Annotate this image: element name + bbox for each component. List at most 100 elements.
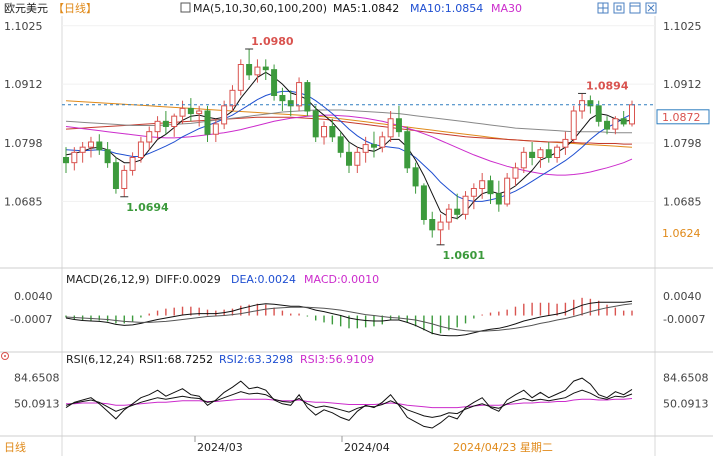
price-tick-label-left: 1.0798: [4, 137, 43, 150]
candle-up: [562, 138, 569, 148]
candle-up: [129, 157, 136, 171]
rsi-title[interactable]: RSI(6,12,24): [66, 353, 134, 366]
candle-down: [404, 131, 411, 169]
low-annotation: 1.0694: [126, 201, 169, 214]
cursor-date-label: 2024/04/23 星期二: [453, 441, 553, 454]
ma30-value: MA30: [491, 2, 522, 15]
candle-down: [412, 167, 419, 187]
candle-down: [604, 120, 611, 130]
candle-up: [321, 126, 328, 138]
candle-up: [146, 131, 153, 143]
footer-period[interactable]: 日线: [4, 440, 26, 454]
rsi2-line: [65, 389, 633, 418]
macd-tick-label-left: -0.0007: [10, 313, 52, 326]
rsi-tick-label: 84.6508: [663, 372, 709, 385]
candle-down: [429, 219, 436, 231]
candle-up: [137, 141, 144, 158]
rsi2-value: RSI2:63.3298: [219, 353, 293, 366]
candle-down: [63, 157, 69, 164]
candle-down: [271, 69, 278, 96]
close-icon[interactable]: [645, 2, 657, 14]
candle-up: [470, 188, 477, 197]
rsi-tick-label-left: 84.6508: [14, 372, 60, 385]
header-bar: [0, 0, 713, 16]
ma5-value: MA5:1.0842: [333, 2, 399, 15]
candle-up: [254, 66, 261, 76]
price-tick-label: 1.0685: [663, 195, 702, 208]
date-label: 2024/04: [344, 441, 390, 454]
macd-hist-value: MACD:0.0010: [304, 273, 379, 286]
candle-down: [620, 118, 627, 125]
ma-settings-label[interactable]: MA(5,10,30,60,100,200): [193, 2, 327, 15]
high-annotation: 1.0980: [251, 35, 294, 48]
candle-down: [262, 66, 269, 71]
candle-down: [112, 162, 119, 190]
symbol-title: 欧元美元: [4, 2, 48, 15]
candle-up: [512, 167, 519, 179]
candle-down: [312, 110, 319, 138]
candle-up: [570, 110, 577, 140]
current-price-label: 1.0872: [662, 111, 701, 124]
candle-up: [554, 146, 561, 159]
candle-down: [204, 110, 211, 135]
candle-up: [437, 221, 444, 231]
candle-down: [587, 100, 594, 107]
rsi1-value: RSI1:68.7252: [139, 353, 213, 366]
candle-up: [520, 151, 527, 169]
candle-up: [479, 180, 486, 189]
window-icon[interactable]: [629, 2, 641, 14]
candle-down: [304, 82, 311, 112]
candle-up: [354, 151, 361, 166]
low-annotation: 1.0601: [443, 249, 485, 262]
candle-down: [329, 126, 336, 138]
candle-down: [287, 100, 294, 107]
macd-title[interactable]: MACD(26,12,9): [66, 273, 150, 286]
candle-up: [387, 118, 394, 138]
candle-down: [246, 64, 253, 76]
candle-down: [162, 120, 169, 128]
rsi3-value: RSI3:56.9109: [300, 353, 374, 366]
candle-down: [346, 151, 352, 166]
candle-up: [537, 149, 544, 158]
candle-up: [171, 115, 178, 127]
grid: [62, 25, 655, 202]
rsi3-line: [66, 398, 633, 409]
candle-up: [196, 110, 203, 115]
macd-tick-label-left: 0.0040: [14, 290, 53, 303]
ma-toggle-icon[interactable]: [180, 2, 191, 13]
candle-up: [221, 105, 228, 125]
indicator-settings-icon[interactable]: [1, 352, 9, 360]
low-marker-label: 1.0624: [662, 227, 701, 240]
candle-up: [629, 104, 635, 125]
candle-up: [71, 151, 78, 164]
candle-down: [370, 144, 377, 148]
macd-dea-line: [65, 303, 633, 332]
candle-down: [545, 149, 552, 158]
candle-up: [179, 107, 186, 117]
candle-down: [279, 95, 286, 102]
candle-up: [121, 169, 128, 190]
candle-up: [237, 64, 244, 91]
maximize-icon[interactable]: [613, 2, 625, 14]
candle-up: [87, 141, 94, 148]
candle-down: [454, 208, 461, 215]
candle-down: [595, 105, 602, 122]
macd-tick-label: 0.0040: [663, 290, 702, 303]
macd-tick-label: -0.0007: [663, 313, 705, 326]
price-tick-label-left: 1.1025: [4, 20, 43, 33]
high-annotation: 1.0894: [586, 79, 629, 92]
rsi1-line: [65, 377, 633, 429]
rsi-tick-label-left: 50.0913: [14, 398, 60, 411]
candle-down: [187, 107, 194, 115]
date-label: 2024/03: [197, 441, 243, 454]
ma10-value: MA10:1.0854: [410, 2, 483, 15]
macd-dea-value: DEA:0.0024: [231, 273, 296, 286]
macd-diff-value: DIFF:0.0029: [155, 273, 221, 286]
layout-icon[interactable]: [597, 2, 609, 14]
period-tag[interactable]: 【日线】: [53, 1, 97, 15]
candle-down: [420, 185, 427, 221]
candle-down: [395, 118, 402, 133]
candle-up: [462, 195, 469, 215]
